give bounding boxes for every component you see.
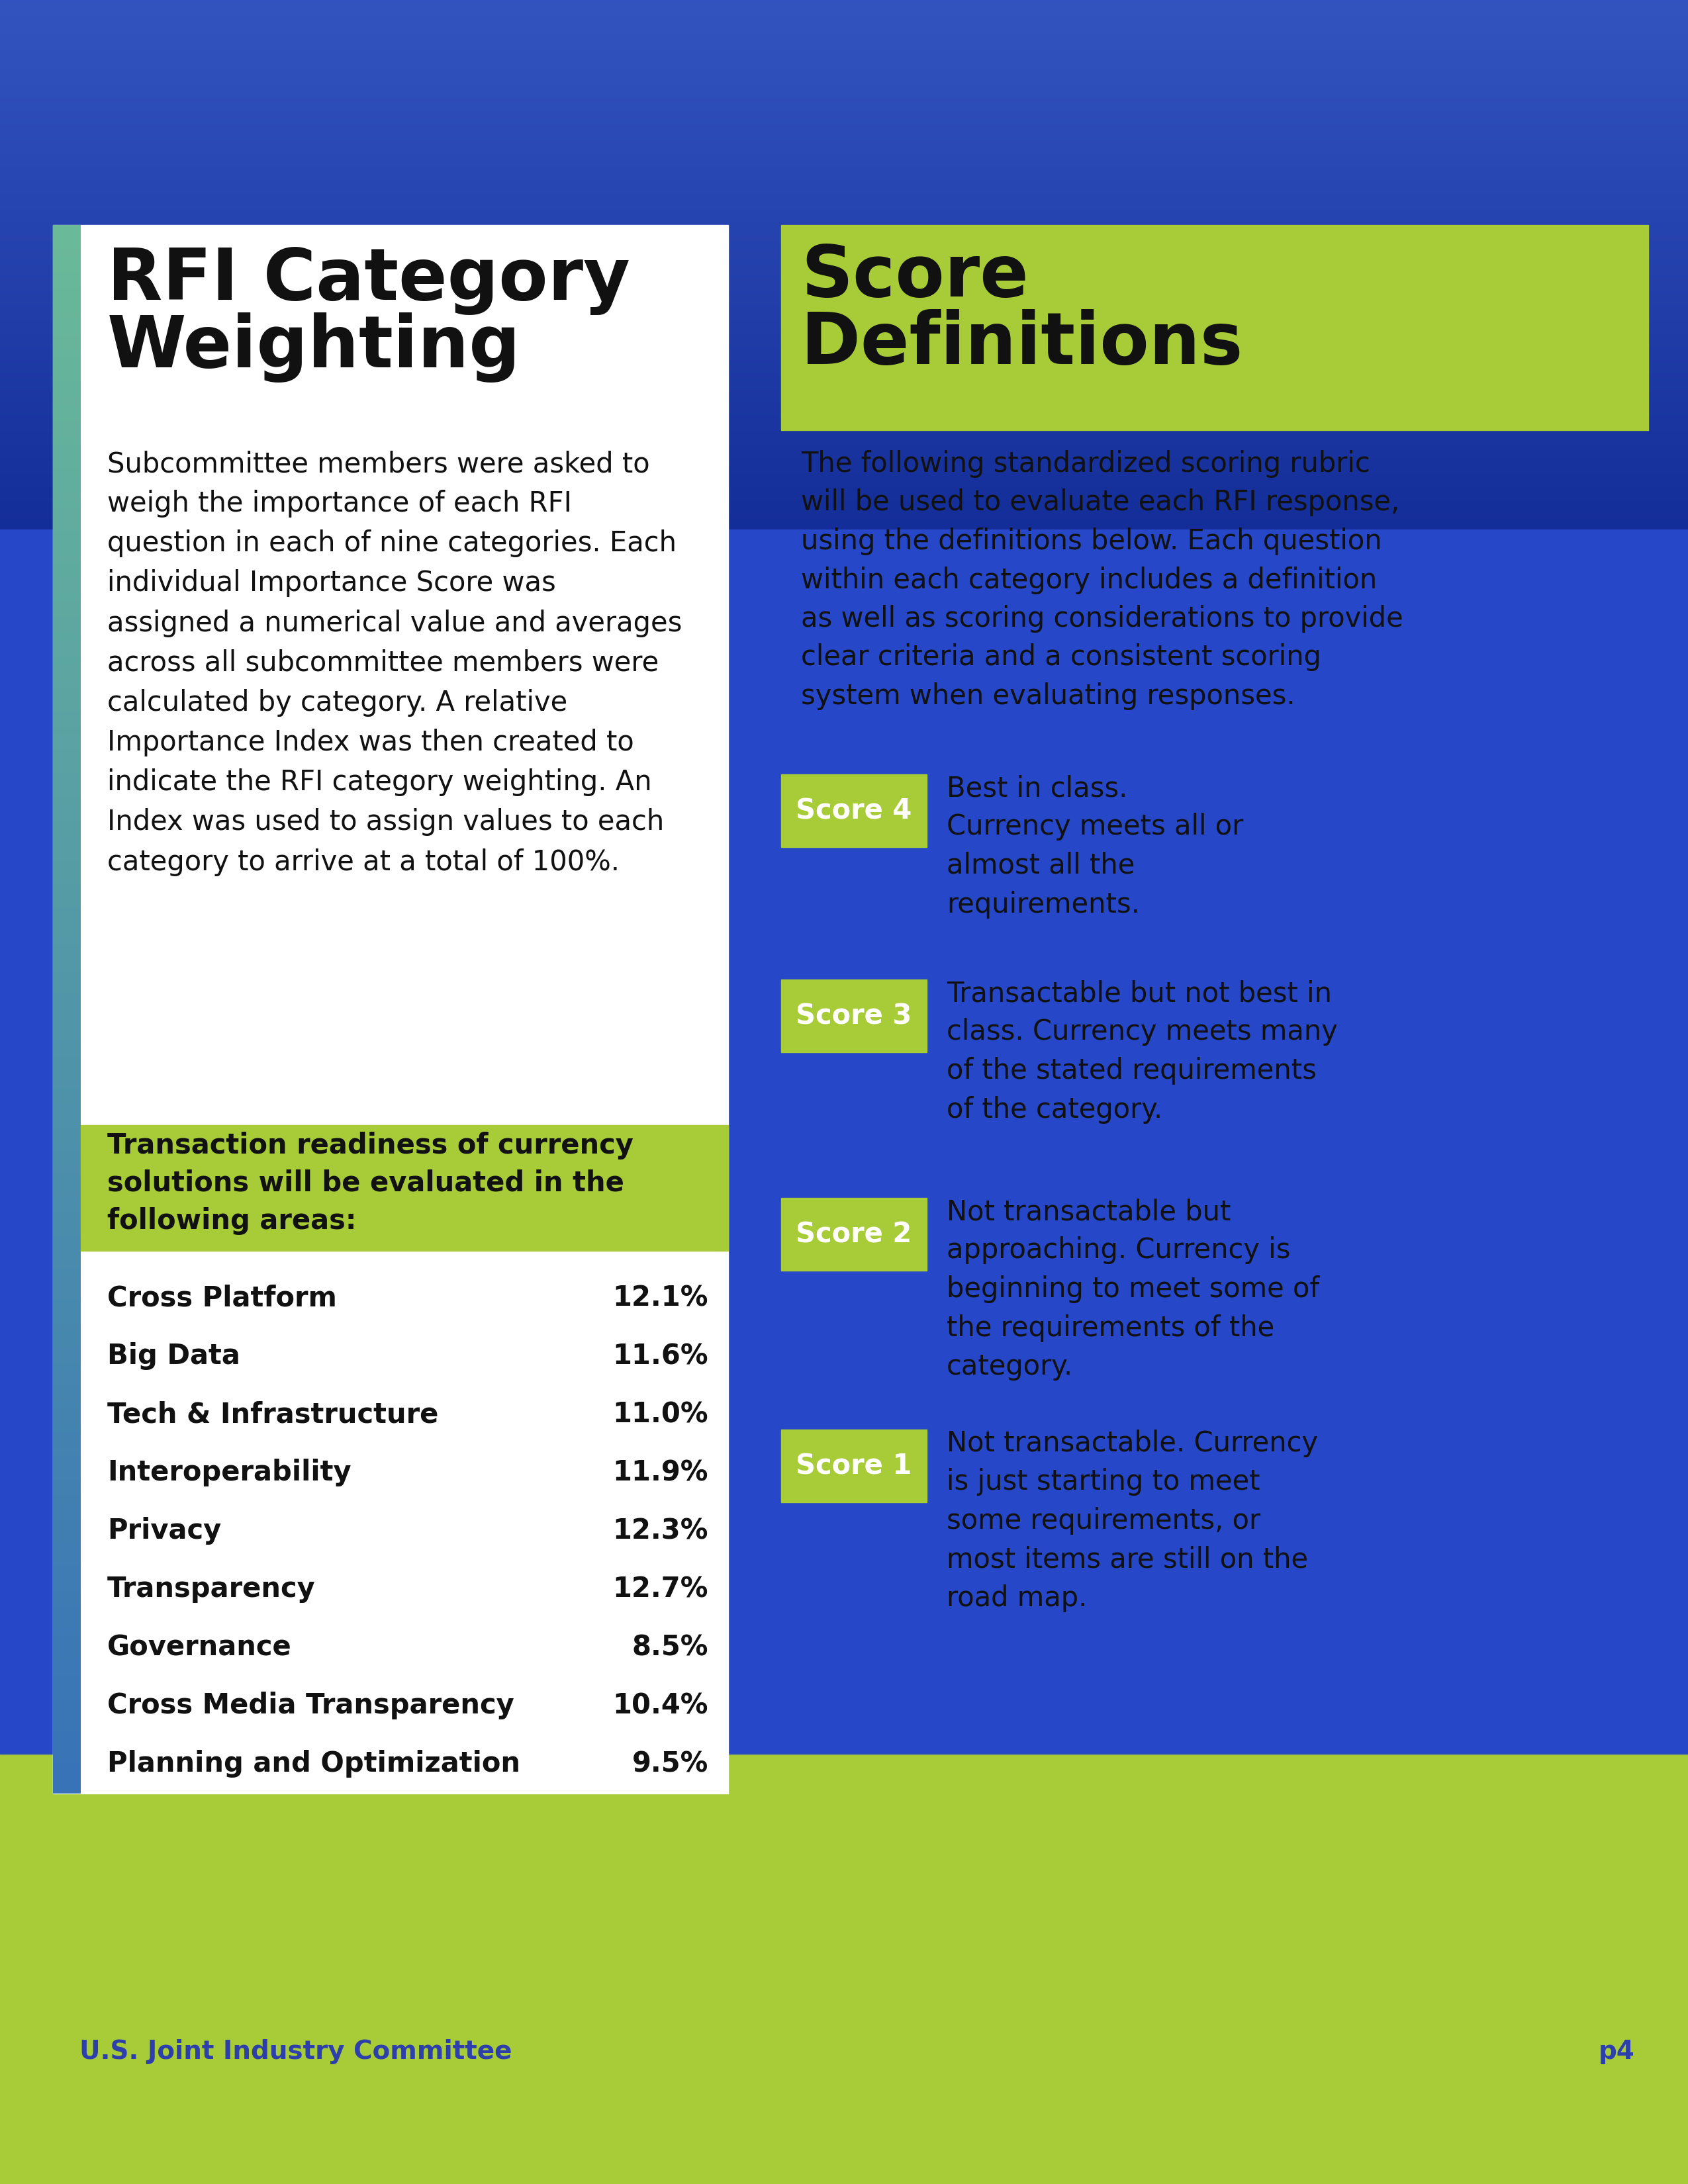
Text: Planning and Optimization: Planning and Optimization bbox=[108, 1749, 520, 1778]
Text: Not transactable. Currency
is just starting to meet
some requirements, or
most i: Not transactable. Currency is just start… bbox=[947, 1431, 1318, 1612]
Text: Transactable but not best in
class. Currency meets many
of the stated requiremen: Transactable but not best in class. Curr… bbox=[947, 978, 1337, 1123]
Text: 12.3%: 12.3% bbox=[613, 1518, 709, 1544]
Text: 9.5%: 9.5% bbox=[631, 1749, 709, 1778]
Text: Score 3: Score 3 bbox=[795, 1002, 912, 1031]
Text: Governance: Governance bbox=[108, 1634, 292, 1662]
Text: Score 1: Score 1 bbox=[795, 1452, 912, 1481]
Bar bbox=[782, 225, 1647, 430]
Bar bbox=[0, 0, 1688, 1754]
Bar bbox=[782, 1431, 927, 1503]
Bar bbox=[81, 1125, 728, 1251]
Text: Best in class.
Currency meets all or
almost all the
requirements.: Best in class. Currency meets all or alm… bbox=[947, 775, 1244, 917]
Text: Score 4: Score 4 bbox=[797, 797, 912, 826]
Text: Big Data: Big Data bbox=[108, 1343, 240, 1369]
Text: Cross Media Transparency: Cross Media Transparency bbox=[108, 1693, 515, 1719]
Text: Score 2: Score 2 bbox=[797, 1221, 912, 1249]
Bar bbox=[0, 1754, 1688, 2184]
Text: Interoperability: Interoperability bbox=[108, 1459, 351, 1487]
Text: Transparency: Transparency bbox=[108, 1575, 316, 1603]
Text: Privacy: Privacy bbox=[108, 1518, 221, 1544]
Text: Subcommittee members were asked to
weigh the importance of each RFI
question in : Subcommittee members were asked to weigh… bbox=[108, 450, 682, 876]
Text: 8.5%: 8.5% bbox=[631, 1634, 709, 1662]
Text: 11.0%: 11.0% bbox=[613, 1400, 709, 1428]
Text: Score
Definitions: Score Definitions bbox=[802, 242, 1242, 380]
Text: Not transactable but
approaching. Currency is
beginning to meet some of
the requ: Not transactable but approaching. Curren… bbox=[947, 1197, 1320, 1380]
Text: 10.4%: 10.4% bbox=[613, 1693, 709, 1719]
Text: p4: p4 bbox=[1599, 2040, 1636, 2064]
Text: U.S. Joint Industry Committee: U.S. Joint Industry Committee bbox=[79, 2040, 511, 2064]
Text: 11.6%: 11.6% bbox=[613, 1343, 709, 1369]
Text: Cross Platform: Cross Platform bbox=[108, 1284, 338, 1313]
Bar bbox=[782, 1197, 927, 1271]
Text: Transaction readiness of currency
solutions will be evaluated in the
following a: Transaction readiness of currency soluti… bbox=[108, 1131, 633, 1234]
Text: 12.1%: 12.1% bbox=[613, 1284, 709, 1313]
Bar bbox=[782, 775, 927, 847]
Text: 12.7%: 12.7% bbox=[613, 1575, 709, 1603]
Bar bbox=[52, 225, 728, 1793]
Text: The following standardized scoring rubric
will be used to evaluate each RFI resp: The following standardized scoring rubri… bbox=[802, 450, 1403, 710]
Text: RFI Category
Weighting: RFI Category Weighting bbox=[108, 245, 630, 382]
Text: Tech & Infrastructure: Tech & Infrastructure bbox=[108, 1400, 439, 1428]
Text: 11.9%: 11.9% bbox=[613, 1459, 709, 1487]
Bar bbox=[782, 978, 927, 1053]
